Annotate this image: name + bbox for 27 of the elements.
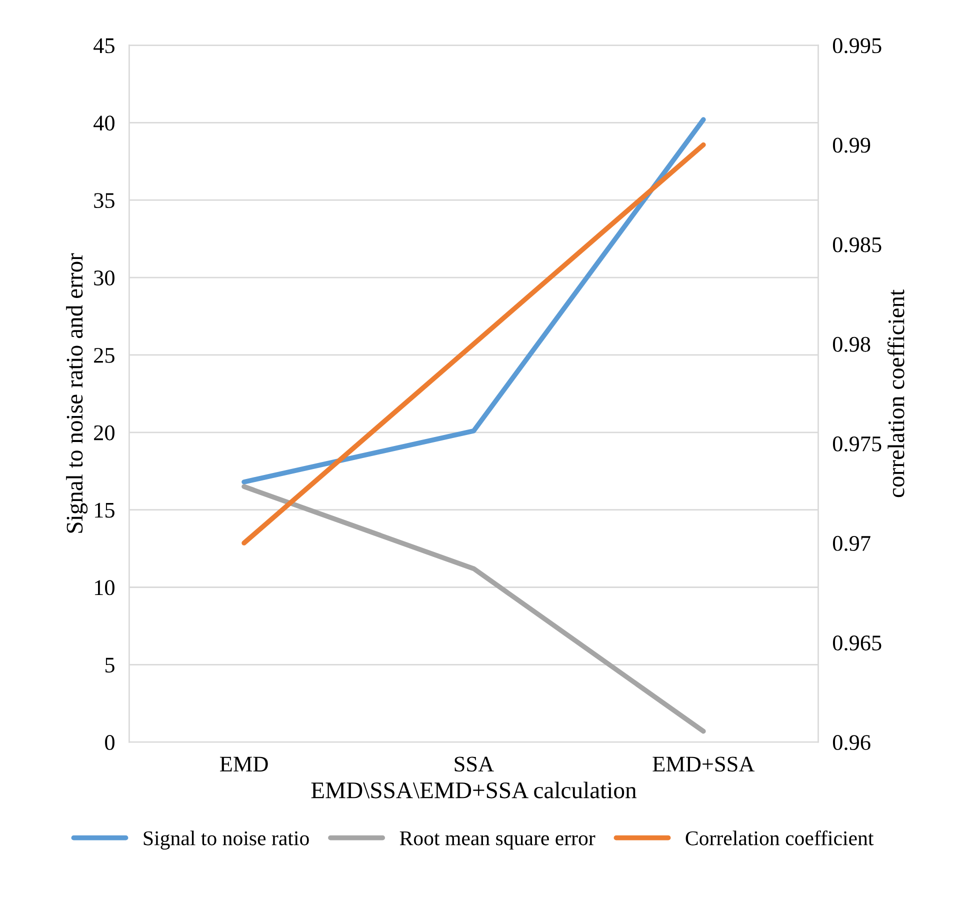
y2-tick-label: 0.96: [832, 735, 870, 750]
x-tick-label: EMD: [220, 756, 268, 772]
y2-axis-title: correlation coefficient: [887, 289, 904, 498]
y2-tick-label: 0.965: [832, 635, 882, 651]
y-tick-label: 40: [94, 116, 114, 131]
x-tick-label: SSA: [454, 756, 494, 772]
y2-tick-label: 0.995: [832, 38, 882, 54]
x-axis-title: EMD\SSA\EMD+SSA calculation: [311, 782, 636, 798]
y2-tick-label: 0.99: [832, 138, 870, 153]
y-tick-label: 30: [94, 270, 114, 286]
y-tick-label: 15: [95, 502, 114, 518]
legend-label: Correlation coefficient: [686, 830, 874, 846]
y2-tick-label: 0.985: [832, 237, 882, 252]
y-tick-label: 0: [105, 735, 114, 750]
y2-tick-label: 0.975: [832, 436, 882, 452]
y-axis-title: Signal to noise ratio and error: [66, 253, 88, 533]
x-tick-label: EMD+SSA: [652, 756, 755, 772]
legend-label: Root mean square error: [400, 831, 596, 850]
y-tick-label: 45: [94, 38, 114, 54]
y-tick-label: 5: [105, 658, 114, 673]
y2-tick-label: 0.98: [832, 336, 870, 352]
legend-label: Signal to noise ratio: [144, 830, 309, 850]
y-tick-label: 25: [94, 348, 114, 363]
y2-tick-label: 0.97: [832, 536, 870, 552]
y-tick-label: 35: [94, 193, 114, 208]
y-tick-label: 10: [95, 580, 114, 596]
y-tick-label: 20: [94, 425, 114, 440]
